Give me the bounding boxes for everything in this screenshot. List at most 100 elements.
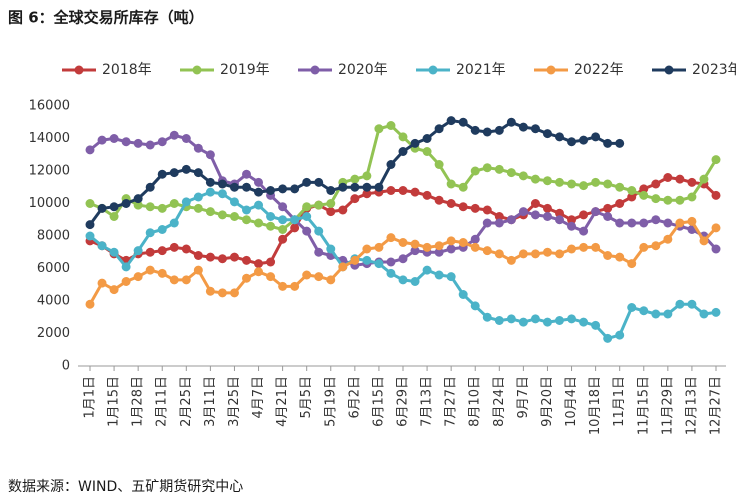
data-point bbox=[567, 215, 577, 225]
data-point bbox=[278, 281, 288, 291]
data-point bbox=[615, 138, 625, 148]
data-point bbox=[133, 272, 143, 282]
data-point bbox=[97, 278, 107, 288]
data-point bbox=[470, 234, 480, 244]
data-point bbox=[542, 203, 552, 213]
data-point bbox=[711, 190, 721, 200]
data-point bbox=[458, 202, 468, 212]
data-point bbox=[446, 199, 456, 208]
data-point bbox=[470, 242, 480, 252]
data-point bbox=[663, 309, 673, 319]
data-point bbox=[229, 197, 239, 207]
legend-marker bbox=[192, 65, 202, 75]
data-point bbox=[386, 233, 396, 243]
data-point bbox=[422, 190, 432, 200]
data-point bbox=[302, 212, 312, 221]
x-tick-label: 4月7日 bbox=[251, 376, 266, 419]
data-point bbox=[133, 138, 143, 148]
data-point bbox=[169, 218, 179, 228]
y-tick-label: 4000 bbox=[37, 294, 70, 309]
data-point bbox=[85, 145, 95, 155]
data-point bbox=[615, 218, 625, 228]
x-tick-label: 11月15日 bbox=[636, 376, 651, 435]
x-tick-label: 8月24日 bbox=[492, 376, 507, 427]
data-point bbox=[410, 187, 420, 197]
data-point bbox=[121, 137, 131, 147]
legend-label: 2020年 bbox=[338, 62, 388, 78]
data-point bbox=[434, 241, 444, 251]
data-point bbox=[530, 210, 540, 220]
x-tick-label: 3月25日 bbox=[227, 376, 242, 427]
data-point bbox=[266, 257, 276, 267]
data-point bbox=[242, 182, 251, 192]
data-point bbox=[579, 135, 589, 145]
data-point bbox=[242, 205, 251, 215]
data-point bbox=[181, 164, 191, 174]
data-point bbox=[326, 275, 336, 285]
data-point bbox=[530, 199, 540, 208]
data-point bbox=[242, 255, 251, 265]
data-point bbox=[109, 202, 119, 212]
data-point bbox=[422, 147, 432, 156]
data-point bbox=[85, 220, 95, 230]
data-point bbox=[97, 203, 107, 213]
data-point bbox=[314, 200, 324, 210]
data-point bbox=[627, 186, 637, 195]
legend-label: 2018年 bbox=[102, 62, 152, 78]
data-point bbox=[145, 202, 155, 212]
data-point bbox=[651, 241, 661, 251]
data-point bbox=[157, 203, 167, 213]
x-tick-label: 10月4日 bbox=[564, 376, 579, 427]
data-point bbox=[494, 249, 504, 259]
data-point bbox=[494, 125, 504, 135]
data-point bbox=[579, 317, 589, 327]
x-tick-label: 7月27日 bbox=[444, 376, 459, 427]
data-point bbox=[386, 268, 396, 278]
data-point bbox=[446, 272, 456, 282]
data-point bbox=[506, 215, 516, 225]
data-point bbox=[193, 251, 203, 260]
data-point bbox=[157, 137, 167, 147]
data-point bbox=[181, 244, 191, 254]
x-tick-label: 2月11日 bbox=[155, 376, 170, 427]
data-point bbox=[494, 218, 504, 228]
data-point bbox=[603, 203, 613, 213]
data-point bbox=[398, 186, 408, 195]
y-tick-label: 8000 bbox=[37, 229, 70, 244]
x-tick-label: 11月29日 bbox=[660, 376, 675, 435]
data-point bbox=[494, 212, 504, 221]
data-point bbox=[97, 241, 107, 251]
data-point bbox=[603, 333, 613, 343]
data-point bbox=[145, 247, 155, 257]
data-point bbox=[482, 127, 492, 137]
x-tick-label: 4月21日 bbox=[275, 376, 290, 427]
data-point bbox=[603, 138, 613, 148]
data-point bbox=[85, 299, 95, 309]
data-point bbox=[266, 186, 276, 195]
data-point bbox=[193, 192, 203, 202]
data-point bbox=[651, 215, 661, 225]
data-point bbox=[687, 299, 697, 309]
data-point bbox=[675, 195, 685, 205]
x-tick-label: 3月11日 bbox=[203, 376, 218, 427]
data-point bbox=[398, 275, 408, 285]
data-point bbox=[338, 205, 348, 215]
data-point bbox=[205, 187, 215, 197]
data-point bbox=[410, 138, 420, 148]
data-point bbox=[398, 238, 408, 247]
data-point bbox=[398, 132, 408, 142]
data-point bbox=[205, 207, 215, 217]
data-point bbox=[205, 252, 215, 262]
data-point bbox=[302, 226, 312, 236]
data-point bbox=[302, 202, 312, 212]
data-point bbox=[109, 212, 119, 221]
data-point bbox=[699, 174, 709, 184]
data-point bbox=[518, 171, 528, 181]
data-point bbox=[193, 143, 203, 153]
data-point bbox=[482, 218, 492, 228]
data-point bbox=[254, 177, 264, 187]
data-point bbox=[639, 306, 649, 316]
y-tick-label: 16000 bbox=[29, 99, 70, 114]
data-point bbox=[639, 242, 649, 252]
data-point bbox=[157, 225, 167, 234]
